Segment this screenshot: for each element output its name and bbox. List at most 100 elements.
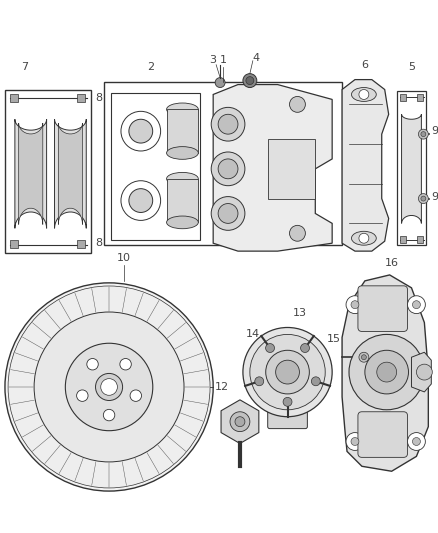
Circle shape — [346, 433, 364, 450]
Circle shape — [235, 417, 245, 426]
Circle shape — [421, 196, 426, 201]
Circle shape — [218, 114, 238, 134]
Polygon shape — [19, 123, 43, 224]
Circle shape — [129, 119, 153, 143]
Circle shape — [290, 96, 305, 112]
Circle shape — [359, 352, 369, 362]
Circle shape — [211, 152, 245, 185]
Text: 8: 8 — [95, 238, 102, 248]
Text: 4: 4 — [252, 53, 259, 63]
Circle shape — [283, 398, 292, 406]
Circle shape — [34, 312, 184, 462]
Circle shape — [300, 344, 310, 352]
Bar — [399, 236, 406, 243]
Circle shape — [121, 181, 161, 220]
Circle shape — [129, 189, 153, 213]
Circle shape — [211, 107, 245, 141]
Polygon shape — [342, 79, 389, 251]
Text: 14: 14 — [246, 329, 260, 340]
Circle shape — [418, 193, 428, 204]
Bar — [111, 93, 200, 240]
Text: 12: 12 — [215, 382, 229, 392]
Text: 9: 9 — [431, 191, 438, 201]
Ellipse shape — [166, 216, 198, 229]
Circle shape — [65, 343, 153, 431]
Circle shape — [5, 283, 213, 491]
Polygon shape — [342, 275, 428, 471]
Circle shape — [413, 438, 420, 446]
Circle shape — [417, 364, 432, 380]
Circle shape — [87, 359, 98, 370]
Circle shape — [120, 359, 131, 370]
Polygon shape — [213, 85, 332, 251]
Circle shape — [77, 390, 88, 401]
Circle shape — [211, 197, 245, 230]
Bar — [268, 139, 315, 199]
Polygon shape — [411, 352, 431, 392]
Circle shape — [101, 378, 117, 395]
Circle shape — [243, 327, 332, 417]
Ellipse shape — [351, 231, 376, 245]
Circle shape — [243, 74, 257, 87]
Bar — [399, 94, 406, 101]
Circle shape — [95, 374, 123, 400]
Circle shape — [377, 362, 396, 382]
Circle shape — [351, 438, 359, 446]
Circle shape — [215, 78, 225, 87]
Ellipse shape — [166, 172, 198, 185]
Circle shape — [359, 90, 369, 100]
Circle shape — [130, 390, 141, 401]
Ellipse shape — [351, 87, 376, 101]
Circle shape — [365, 350, 409, 394]
Text: 9: 9 — [431, 126, 438, 136]
Circle shape — [265, 344, 275, 352]
Circle shape — [418, 129, 428, 139]
Bar — [78, 94, 85, 102]
Circle shape — [413, 301, 420, 309]
Circle shape — [351, 301, 359, 309]
Circle shape — [276, 360, 300, 384]
Circle shape — [103, 409, 115, 421]
FancyBboxPatch shape — [268, 400, 307, 429]
Text: 6: 6 — [361, 60, 368, 70]
Text: 15: 15 — [327, 334, 341, 344]
Bar — [417, 94, 424, 101]
Circle shape — [230, 412, 250, 432]
Circle shape — [255, 377, 264, 386]
Circle shape — [361, 355, 366, 360]
Circle shape — [246, 77, 254, 85]
Circle shape — [290, 225, 305, 241]
Text: 16: 16 — [385, 258, 399, 268]
Circle shape — [349, 334, 424, 410]
Circle shape — [218, 159, 238, 179]
Text: 5: 5 — [408, 62, 415, 72]
Text: 10: 10 — [117, 253, 131, 263]
Bar — [417, 236, 424, 243]
Text: 13: 13 — [293, 308, 307, 318]
Circle shape — [407, 433, 425, 450]
Bar — [10, 240, 18, 248]
FancyBboxPatch shape — [358, 286, 407, 332]
Text: 1: 1 — [219, 55, 226, 65]
Bar — [10, 94, 18, 102]
Circle shape — [121, 111, 161, 151]
FancyBboxPatch shape — [358, 412, 407, 457]
Text: 3: 3 — [210, 55, 217, 65]
Bar — [5, 90, 91, 253]
Text: 8: 8 — [95, 93, 102, 103]
Polygon shape — [15, 119, 46, 228]
Polygon shape — [58, 123, 82, 224]
Circle shape — [346, 296, 364, 313]
Bar — [166, 109, 198, 153]
Bar — [78, 240, 85, 248]
Text: 7: 7 — [21, 62, 28, 72]
Bar — [166, 179, 198, 222]
Text: 2: 2 — [147, 62, 154, 72]
Circle shape — [266, 350, 309, 394]
Circle shape — [250, 334, 325, 410]
Ellipse shape — [166, 147, 198, 159]
Circle shape — [407, 296, 425, 313]
Circle shape — [359, 233, 369, 243]
Bar — [396, 92, 426, 245]
Circle shape — [421, 132, 426, 136]
